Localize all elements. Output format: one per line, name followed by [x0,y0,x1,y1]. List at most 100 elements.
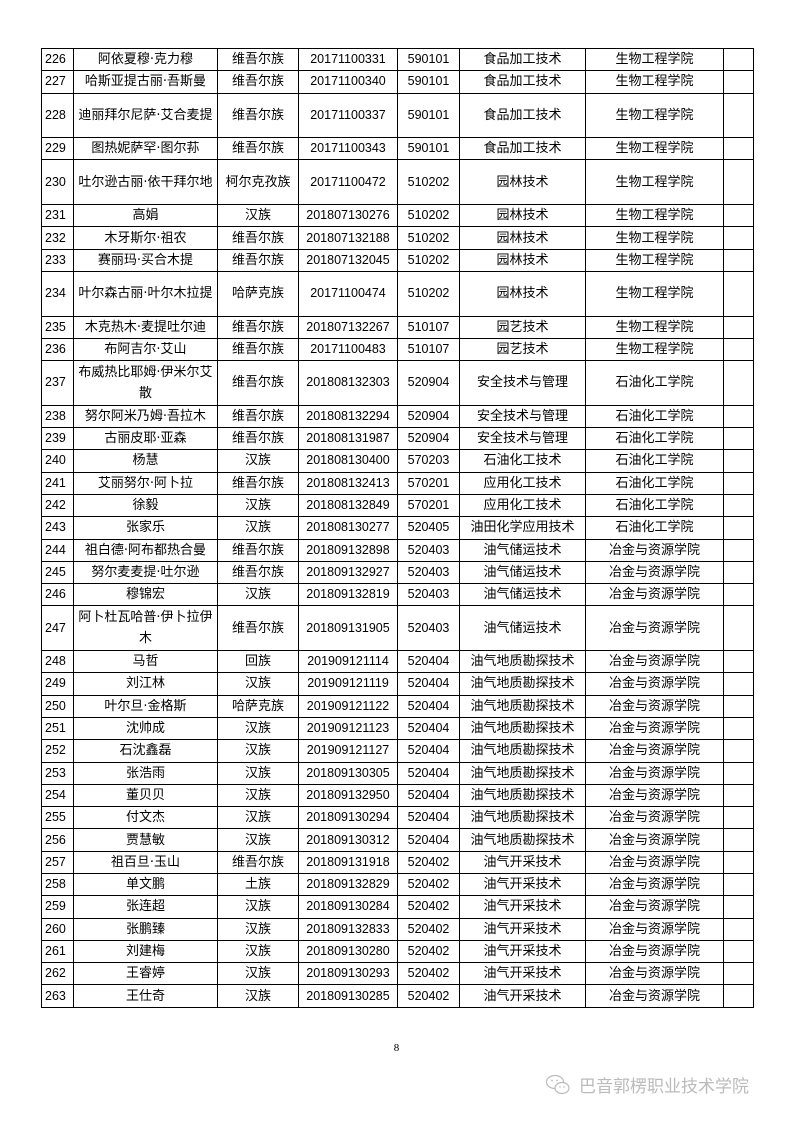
student-name-cell: 迪丽拜尔尼萨·艾合麦提 [73,92,218,139]
row-number-cell: 251 [41,716,74,741]
row-number-cell: 257 [41,850,74,874]
table-row: 240 杨慧 汉族 201808130400 570203 石油化工技术 石油化工学院 [41,449,754,473]
page-number: 8 [393,1042,400,1054]
ethnicity-cell: 汉族 [217,583,299,607]
student-id-cell: 201909121119 [298,672,398,696]
table-row: 236 布阿吉尔·艾山 维吾尔族 20171100483 510107 园艺技术 生物工程学… [41,337,754,362]
college-cell: 冶金与资源学院 [585,872,724,897]
row-number-cell: 256 [41,828,74,852]
college-cell: 冶金与资源学院 [585,939,724,964]
table-row: 246 穆锦宏 汉族 201809132819 520403 油气储运技术 冶金与资源学院 [41,583,754,607]
table-row: 227 哈斯亚提古丽·吾斯曼 维吾尔族 20171100340 590101 食品加工技术… [41,70,754,94]
table-row: 239 古丽皮耶·亚森 维吾尔族 201808131987 520904 安全技术与管理石… [41,427,754,451]
row-number-cell: 255 [41,806,74,830]
student-id-cell: 201909121127 [298,739,398,763]
table-row: 226 阿依夏穆·克力穆 维吾尔族 20171100331 590101 食品加工技术 生物… [41,47,754,72]
note-cell [723,270,754,317]
major-cell: 安全技术与管理 [459,404,586,429]
major-code-cell: 520404 [397,783,460,808]
major-code-cell: 570201 [397,471,460,495]
note-cell [723,226,754,250]
table-row: 230 吐尔逊古丽·依干拜尔地 柯尔克孜族 20171100472 510202 园林技术… [41,159,754,206]
student-id-cell: 201909121123 [298,716,398,741]
note-cell [723,850,754,874]
row-number-cell: 241 [41,471,74,495]
student-name-cell: 王仕奇 [73,984,218,1008]
row-number-cell: 252 [41,739,74,763]
note-cell [723,159,754,206]
row-number-cell: 253 [41,761,74,785]
major-code-cell: 520403 [397,605,460,652]
student-id-cell: 201809132833 [298,917,398,941]
major-code-cell: 520403 [397,538,460,562]
row-number-cell: 254 [41,783,74,808]
table-row: 257 祖百旦·玉山 维吾尔族 201809131918 520402 油气开采技术 冶金与… [41,850,754,874]
table-row: 232 木牙斯尔·祖农 维吾尔族 201807132188 510202 园林技术 生物工程… [41,226,754,250]
college-cell: 冶金与资源学院 [585,583,724,607]
student-id-cell: 201809130294 [298,806,398,830]
row-number-cell: 243 [41,516,74,540]
row-number-cell: 236 [41,337,74,362]
ethnicity-cell: 维吾尔族 [217,315,299,339]
student-id-cell: 201809132829 [298,872,398,897]
major-code-cell: 520404 [397,739,460,763]
college-cell: 冶金与资源学院 [585,984,724,1008]
major-code-cell: 520404 [397,806,460,830]
row-number-cell: 238 [41,404,74,429]
major-cell: 食品加工技术 [459,137,586,161]
wechat-icon [545,1074,570,1094]
college-cell: 生物工程学院 [585,159,724,206]
note-cell [723,605,754,652]
row-number-cell: 231 [41,204,74,228]
student-id-cell: 201809132950 [298,783,398,808]
note-cell [723,783,754,808]
college-cell: 生物工程学院 [585,92,724,139]
row-number-cell: 230 [41,159,74,206]
ethnicity-cell: 维吾尔族 [217,471,299,495]
college-cell: 冶金与资源学院 [585,895,724,919]
student-name-cell: 赛丽玛·买合木提 [73,248,218,272]
row-number-cell: 261 [41,939,74,964]
major-code-cell: 520404 [397,761,460,785]
note-cell [723,716,754,741]
major-cell: 油气储运技术 [459,605,586,652]
major-code-cell: 520404 [397,828,460,852]
ethnicity-cell: 汉族 [217,806,299,830]
ethnicity-cell: 维吾尔族 [217,248,299,272]
major-code-cell: 520402 [397,962,460,986]
major-cell: 园林技术 [459,159,586,206]
college-cell: 冶金与资源学院 [585,672,724,696]
table-row: 242 徐毅 汉族 201808132849 570201 应用化工技术 石油化工学院 [41,493,754,518]
college-cell: 生物工程学院 [585,337,724,362]
student-id-cell: 20171100474 [298,270,398,317]
major-cell: 应用化工技术 [459,493,586,518]
college-cell: 生物工程学院 [585,270,724,317]
ethnicity-cell: 汉族 [217,449,299,473]
ethnicity-cell: 维吾尔族 [217,404,299,429]
table-row: 243 张家乐 汉族 201808130277 520405 油田化学应用技术 石油化工学院 [41,516,754,540]
college-cell: 石油化工学院 [585,360,724,406]
major-code-cell: 520402 [397,917,460,941]
row-number-cell: 232 [41,226,74,250]
student-id-cell: 20171100340 [298,70,398,94]
student-id-cell: 201809131918 [298,850,398,874]
note-cell [723,739,754,763]
note-cell [723,516,754,540]
table-row: 235 木克热木·麦提吐尔迪 维吾尔族 201807132267 510107 园艺技术生… [41,315,754,339]
student-id-cell: 201808130277 [298,516,398,540]
major-code-cell: 520402 [397,850,460,874]
student-id-cell: 20171100472 [298,159,398,206]
row-number-cell: 263 [41,984,74,1008]
student-name-cell: 张鹏臻 [73,917,218,941]
ethnicity-cell: 汉族 [217,204,299,228]
major-cell: 油气开采技术 [459,872,586,897]
student-id-cell: 201808132294 [298,404,398,429]
row-number-cell: 226 [41,47,74,72]
major-cell: 油气地质勘探技术 [459,672,586,696]
major-code-cell: 520402 [397,984,460,1008]
note-cell [723,493,754,518]
ethnicity-cell: 汉族 [217,984,299,1008]
ethnicity-cell: 汉族 [217,672,299,696]
college-cell: 冶金与资源学院 [585,650,724,674]
major-cell: 油气开采技术 [459,939,586,964]
